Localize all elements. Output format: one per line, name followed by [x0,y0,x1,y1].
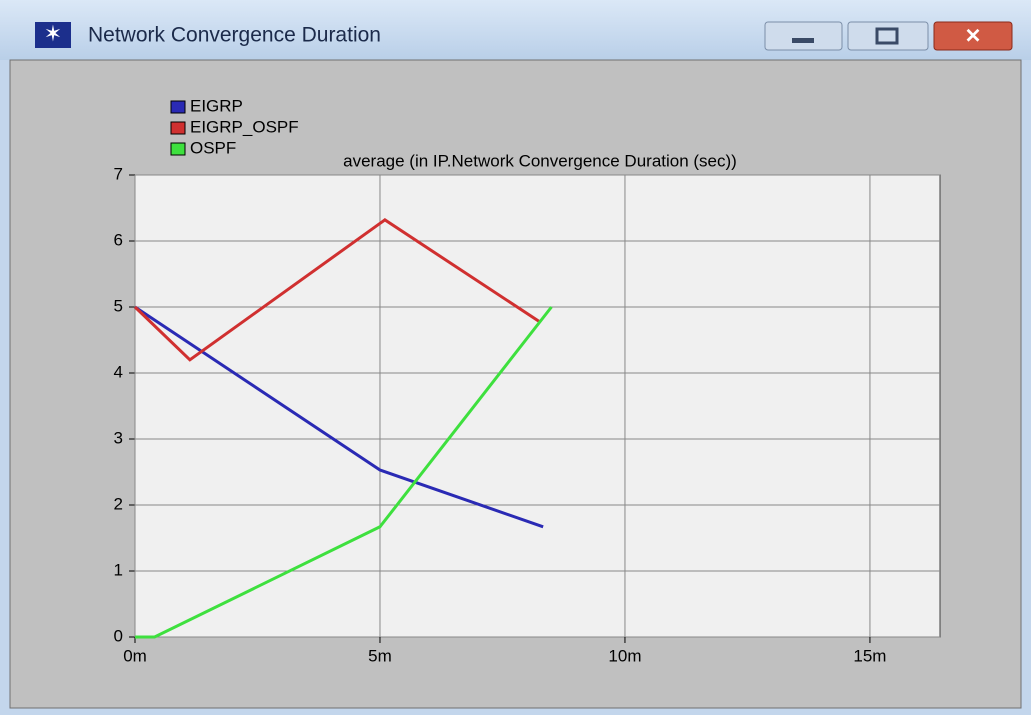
maximize-button[interactable] [847,21,929,51]
y-tick-label: 6 [114,230,123,249]
chart-title: average (in IP.Network Convergence Durat… [343,151,737,170]
minimize-glyph [792,38,814,43]
y-tick-label: 3 [114,428,123,447]
icon-glyph: ✶ [44,21,62,46]
line-series [135,306,553,639]
y-tick-label: 1 [114,560,123,579]
legend-swatch [170,121,186,135]
x-tick-label: 5m [368,646,392,665]
legend-swatch [170,100,186,114]
close-button[interactable] [933,21,1013,51]
y-tick-label: 4 [114,362,123,381]
y-tick-label: 0 [114,626,123,645]
legend-label: EIGRP [190,96,243,115]
line-series [133,218,542,362]
y-tick-label: 2 [114,494,123,513]
window-icon [35,22,71,48]
line-series [134,305,544,529]
legend-label: EIGRP_OSPF [190,117,299,136]
x-tick-label: 0m [123,646,147,665]
y-tick-label: 7 [114,164,123,183]
y-tick-label: 5 [114,296,123,315]
maximize-glyph [875,27,899,45]
legend-label: OSPF [190,138,236,157]
close-glyph: ✕ [965,25,982,47]
x-tick-label: 10m [608,646,641,665]
x-tick-label: 15m [853,646,886,665]
legend-swatch [170,142,186,156]
plot-area [134,174,941,638]
window-title: Network Convergence Duration [88,24,381,47]
minimize-button[interactable] [764,21,843,51]
